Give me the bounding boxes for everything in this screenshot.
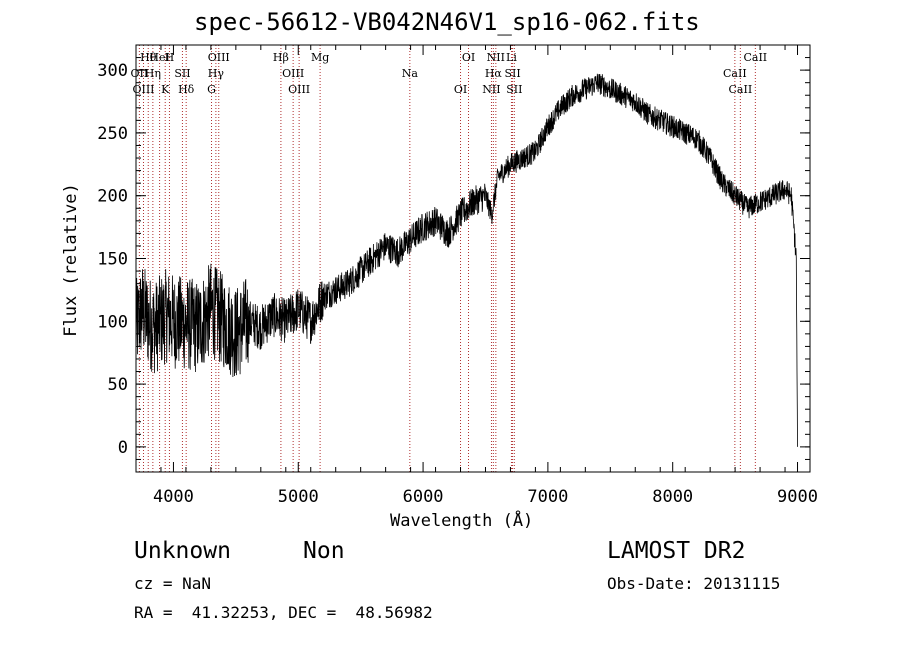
line-label: CaII: [729, 83, 753, 96]
spectrum-line: [135, 73, 798, 447]
line-label: Hβ: [273, 51, 289, 64]
line-label: Hδ: [178, 83, 195, 96]
emission-line-markers: [138, 45, 756, 472]
redshift-value: cz = NaN: [134, 574, 212, 593]
spectrum-series: [135, 73, 798, 447]
line-label: OIII: [132, 83, 154, 96]
survey-name: LAMOST DR2: [607, 538, 746, 564]
line-label: Hγ: [208, 67, 225, 80]
ra-dec-coordinates: RA = 41.32253, DEC = 48.56982: [134, 603, 433, 622]
x-tick-label: 7000: [527, 487, 568, 507]
x-tick-label: 5000: [278, 487, 319, 507]
x-axis-label: Wavelength (Å): [390, 511, 534, 531]
y-tick-label: 300: [97, 61, 128, 81]
line-label: SII: [506, 83, 522, 96]
line-label: Li: [506, 51, 517, 64]
line-label: HeI: [149, 51, 169, 64]
line-label: OIII: [208, 51, 230, 64]
line-label: Hα: [485, 67, 503, 80]
line-label: SII: [504, 67, 520, 80]
line-label: H: [165, 51, 175, 64]
x-tick-label: 4000: [153, 487, 194, 507]
y-tick-label: 0: [118, 438, 128, 458]
line-label: SII: [174, 67, 190, 80]
x-tick-label: 6000: [403, 487, 444, 507]
observation-date: Obs-Date: 20131115: [607, 574, 781, 593]
x-tick-label: 9000: [777, 487, 818, 507]
y-tick-label: 200: [97, 187, 128, 207]
y-tick-label: 250: [97, 124, 128, 144]
line-label: Hη: [145, 67, 161, 80]
line-label: OIII: [288, 83, 310, 96]
y-tick-label: 150: [97, 250, 128, 270]
x-tick-label: 8000: [652, 487, 693, 507]
line-label: Na: [402, 67, 419, 80]
line-labels: Hθ OII OIII HeI HηK H SII Hδ OIII Hγ G Hβ OIII OIII Mg…: [131, 51, 768, 96]
line-label: K: [161, 83, 170, 96]
chart-title: spec-56612-VB042N46V1_sp16-062.fits: [194, 8, 700, 36]
line-label: Hθ: [140, 51, 157, 64]
y-tick-label: 50: [108, 375, 128, 395]
line-label: NII: [487, 51, 505, 64]
plot-frame: [135, 44, 811, 473]
object-subclass: Non: [303, 538, 345, 564]
line-label: OIII: [282, 67, 304, 80]
line-label: OI: [454, 83, 467, 96]
y-tick-label: 100: [97, 312, 128, 332]
y-axis-label: Flux (relative): [61, 183, 81, 337]
line-label: OII: [131, 67, 149, 80]
line-label: G: [207, 83, 216, 96]
object-class: Unknown: [134, 538, 231, 564]
line-label: CaII: [743, 51, 767, 64]
line-label: NII: [482, 83, 500, 96]
line-label: OI: [462, 51, 475, 64]
plot-axes: 4000 5000 6000 7000 8000 9000 0 50 100 150 200 250 3…: [97, 44, 818, 507]
line-label: CaII: [723, 67, 747, 80]
line-label: Mg: [311, 51, 329, 64]
